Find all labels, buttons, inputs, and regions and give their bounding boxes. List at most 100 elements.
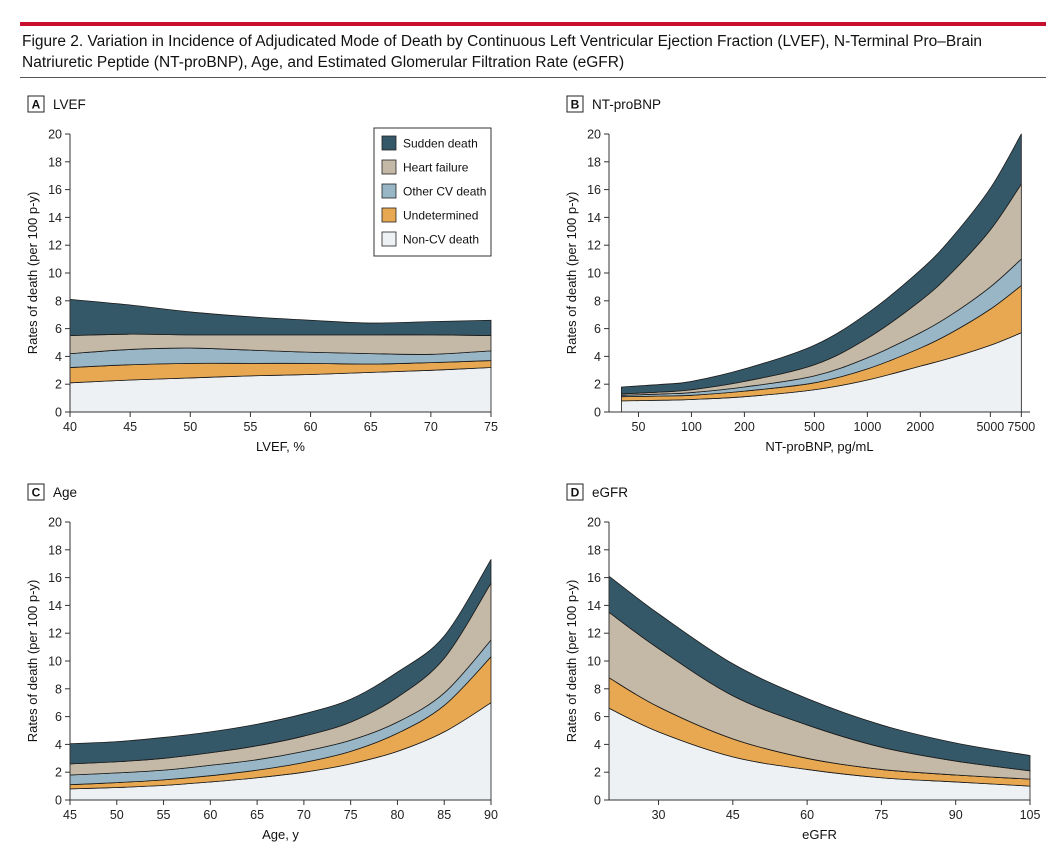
y-tick-label: 12 [587,627,601,641]
y-tick-label: 16 [587,183,601,197]
x-tick-label: 2000 [906,420,934,434]
legend-swatch-sudden-death [381,135,397,151]
x-tick-label: 200 [734,420,755,434]
panel-letter: D [571,486,580,500]
panel-letter-box [566,95,584,113]
panel-title: LVEF [53,97,86,112]
x-tick-label: 75 [874,808,888,822]
x-tick-label: 500 [804,420,825,434]
y-tick-label: 14 [48,599,62,613]
y-tick-label: 14 [587,599,601,613]
x-tick-label: 60 [304,420,318,434]
y-tick-label: 4 [594,738,601,752]
y-tick-label: 2 [55,378,62,392]
y-tick-label: 0 [55,794,62,808]
y-tick-label: 4 [594,350,601,364]
y-tick-label: 14 [587,211,601,225]
x-tick-label: 60 [203,808,217,822]
x-tick-label: 55 [157,808,171,822]
y-tick-label: 2 [55,766,62,780]
y-tick-label: 6 [594,710,601,724]
x-tick-label: 55 [243,420,257,434]
y-tick-label: 18 [48,155,62,169]
caption-divider [20,77,1046,78]
panel-letter: A [32,98,41,112]
legend-label-heart-failure: Heart failure [403,161,469,175]
y-tick-label: 4 [55,738,62,752]
y-tick-label: 6 [55,322,62,336]
area-sudden-death [69,299,492,336]
y-tick-label: 8 [594,682,601,696]
caption-accent-bar [20,22,1046,26]
x-tick-label: 45 [123,420,137,434]
x-tick-label: 70 [424,420,438,434]
panel-b: B NT-proBNP 0 2 4 6 8 10 12 14 16 18 20 50 100 200 500 10… [564,95,1035,454]
x-tick-label: 90 [484,808,498,822]
x-tick-label: 50 [183,420,197,434]
x-tick-label: 80 [390,808,404,822]
panel-title: Age [53,485,77,500]
panel-letter-box [566,483,584,501]
legend-label-non-cv-death: Non-CV death [403,233,479,247]
legend-label-sudden-death: Sudden death [403,137,478,151]
legend: Sudden death Heart failure Other CV death U… [373,127,492,257]
y-axis-label: Rates of death (per 100 p-y) [564,580,579,743]
x-tick-label: 100 [681,420,702,434]
x-tick-label: 105 [1020,808,1041,822]
legend-label-undetermined: Undetermined [403,209,478,223]
x-axis-label: eGFR [802,827,837,842]
x-tick-label: 7500 [1007,420,1035,434]
y-tick-label: 20 [48,516,62,530]
y-tick-label: 8 [55,294,62,308]
y-tick-label: 2 [594,378,601,392]
figure-caption: Figure 2. Variation in Incidence of Adju… [22,33,983,71]
x-tick-label: 50 [110,808,124,822]
y-tick-label: 16 [48,183,62,197]
y-tick-label: 2 [594,766,601,780]
legend-swatch-undetermined [381,207,397,223]
y-axis-label: Rates of death (per 100 p-y) [25,580,40,743]
y-tick-label: 4 [55,350,62,364]
panel-c: C Age 0 2 4 6 8 10 12 14 16 18 20 45 50 55 60 65 70 75 80 85 9… [25,483,498,842]
area-sudden-death [621,133,1022,395]
x-axis-label: NT-proBNP, pg/mL [765,439,873,454]
panel-title: eGFR [592,485,628,500]
x-tick-label: 45 [726,808,740,822]
legend-label-other-cv-death: Other CV death [403,185,486,199]
y-tick-label: 8 [594,294,601,308]
x-axis-label: Age, y [262,827,299,842]
panel-letter-box [27,483,45,501]
y-tick-label: 10 [587,655,601,669]
y-tick-label: 0 [594,406,601,420]
y-tick-label: 18 [587,543,601,557]
legend-swatch-non-cv-death [381,231,397,247]
y-tick-label: 10 [48,267,62,281]
x-tick-label: 60 [800,808,814,822]
x-tick-label: 45 [63,808,77,822]
y-tick-label: 8 [55,682,62,696]
panel-letter-box [27,95,45,113]
x-tick-label: 70 [297,808,311,822]
x-tick-label: 75 [344,808,358,822]
x-tick-label: 85 [437,808,451,822]
x-tick-label: 5000 [976,420,1004,434]
y-tick-label: 6 [594,322,601,336]
y-tick-label: 20 [48,128,62,142]
y-tick-label: 6 [55,710,62,724]
y-tick-label: 20 [587,128,601,142]
x-tick-label: 75 [484,420,498,434]
area-sudden-death [69,559,492,765]
x-tick-label: 65 [364,420,378,434]
area-sudden-death [608,575,1031,772]
y-tick-label: 10 [48,655,62,669]
panel-title: NT-proBNP [592,97,661,112]
x-tick-label: 30 [652,808,666,822]
legend-swatch-other-cv-death [381,183,397,199]
x-axis-label: LVEF, % [256,439,305,454]
panel-letter: C [32,486,41,500]
y-tick-label: 12 [48,239,62,253]
x-tick-label: 40 [63,420,77,434]
x-tick-label: 90 [949,808,963,822]
